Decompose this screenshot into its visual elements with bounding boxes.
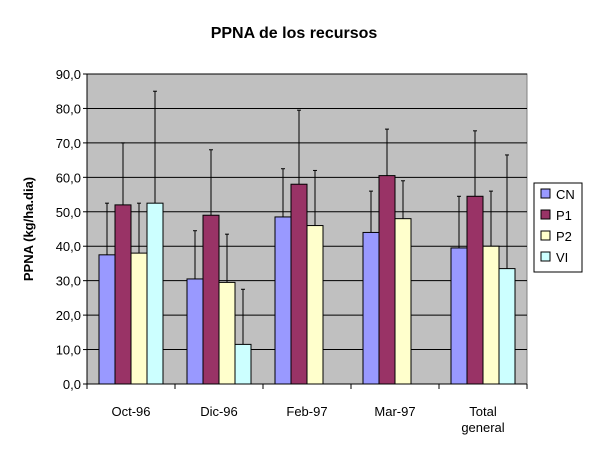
bar-p1 bbox=[378, 175, 396, 385]
y-axis-title: PPNA (kg/ha.dia) bbox=[21, 177, 36, 281]
chart-title: PPNA de los recursos bbox=[211, 25, 378, 42]
bar-vi bbox=[498, 268, 516, 385]
bar-cn bbox=[274, 216, 292, 385]
bar-vi bbox=[146, 202, 164, 385]
axes bbox=[83, 73, 528, 389]
bar-p1 bbox=[202, 214, 220, 385]
y-tick-label: 90,0 bbox=[56, 67, 81, 82]
legend-label-vi: VI bbox=[556, 250, 568, 265]
x-tick-label: Oct-96 bbox=[111, 404, 150, 419]
legend-swatch-p1 bbox=[540, 209, 551, 220]
y-tick-label: 80,0 bbox=[56, 101, 81, 116]
bars bbox=[98, 175, 516, 385]
bar-p2 bbox=[394, 218, 412, 385]
bar-p2 bbox=[482, 245, 500, 385]
y-tick-label: 30,0 bbox=[56, 274, 81, 289]
bar-p2 bbox=[218, 281, 236, 385]
bar-p2 bbox=[306, 225, 324, 385]
bar-p1 bbox=[290, 183, 308, 385]
x-tick-label: Total general bbox=[461, 404, 504, 435]
legend-swatch-cn bbox=[540, 188, 551, 199]
bar-cn bbox=[450, 247, 468, 385]
legend-label-cn: CN bbox=[556, 187, 575, 202]
bar-p1 bbox=[114, 204, 132, 385]
bar-p2 bbox=[130, 252, 148, 385]
x-tick-labels: Oct-96 Dic-96 Feb-97 Mar-97 Total general bbox=[111, 404, 504, 435]
bar-cn bbox=[186, 278, 204, 385]
y-tick-label: 70,0 bbox=[56, 136, 81, 151]
bar-cn bbox=[362, 231, 380, 385]
y-tick-label: 0,0 bbox=[63, 377, 81, 392]
legend-label-p1: P1 bbox=[556, 208, 572, 223]
legend: CN P1 P2 VI bbox=[533, 182, 583, 273]
error-bars bbox=[105, 90, 509, 345]
y-tick-labels: 0,0 10,0 20,0 30,0 40,0 50,0 60,0 70,0 80,0 90,0 bbox=[56, 67, 81, 392]
x-tick-label: Dic-96 bbox=[200, 404, 238, 419]
y-tick-label: 50,0 bbox=[56, 205, 81, 220]
legend-swatch-p2 bbox=[540, 230, 551, 241]
legend-swatch-vi bbox=[540, 251, 551, 262]
y-tick-label: 20,0 bbox=[56, 308, 81, 323]
bar-cn bbox=[98, 254, 116, 385]
bar-vi bbox=[234, 343, 252, 385]
bar-p1 bbox=[466, 195, 484, 385]
y-tick-label: 40,0 bbox=[56, 239, 81, 254]
y-tick-label: 10,0 bbox=[56, 343, 81, 358]
x-tick-label: Feb-97 bbox=[286, 404, 327, 419]
y-tick-label: 60,0 bbox=[56, 170, 81, 185]
x-tick-label: Mar-97 bbox=[374, 404, 415, 419]
legend-label-p2: P2 bbox=[556, 229, 572, 244]
